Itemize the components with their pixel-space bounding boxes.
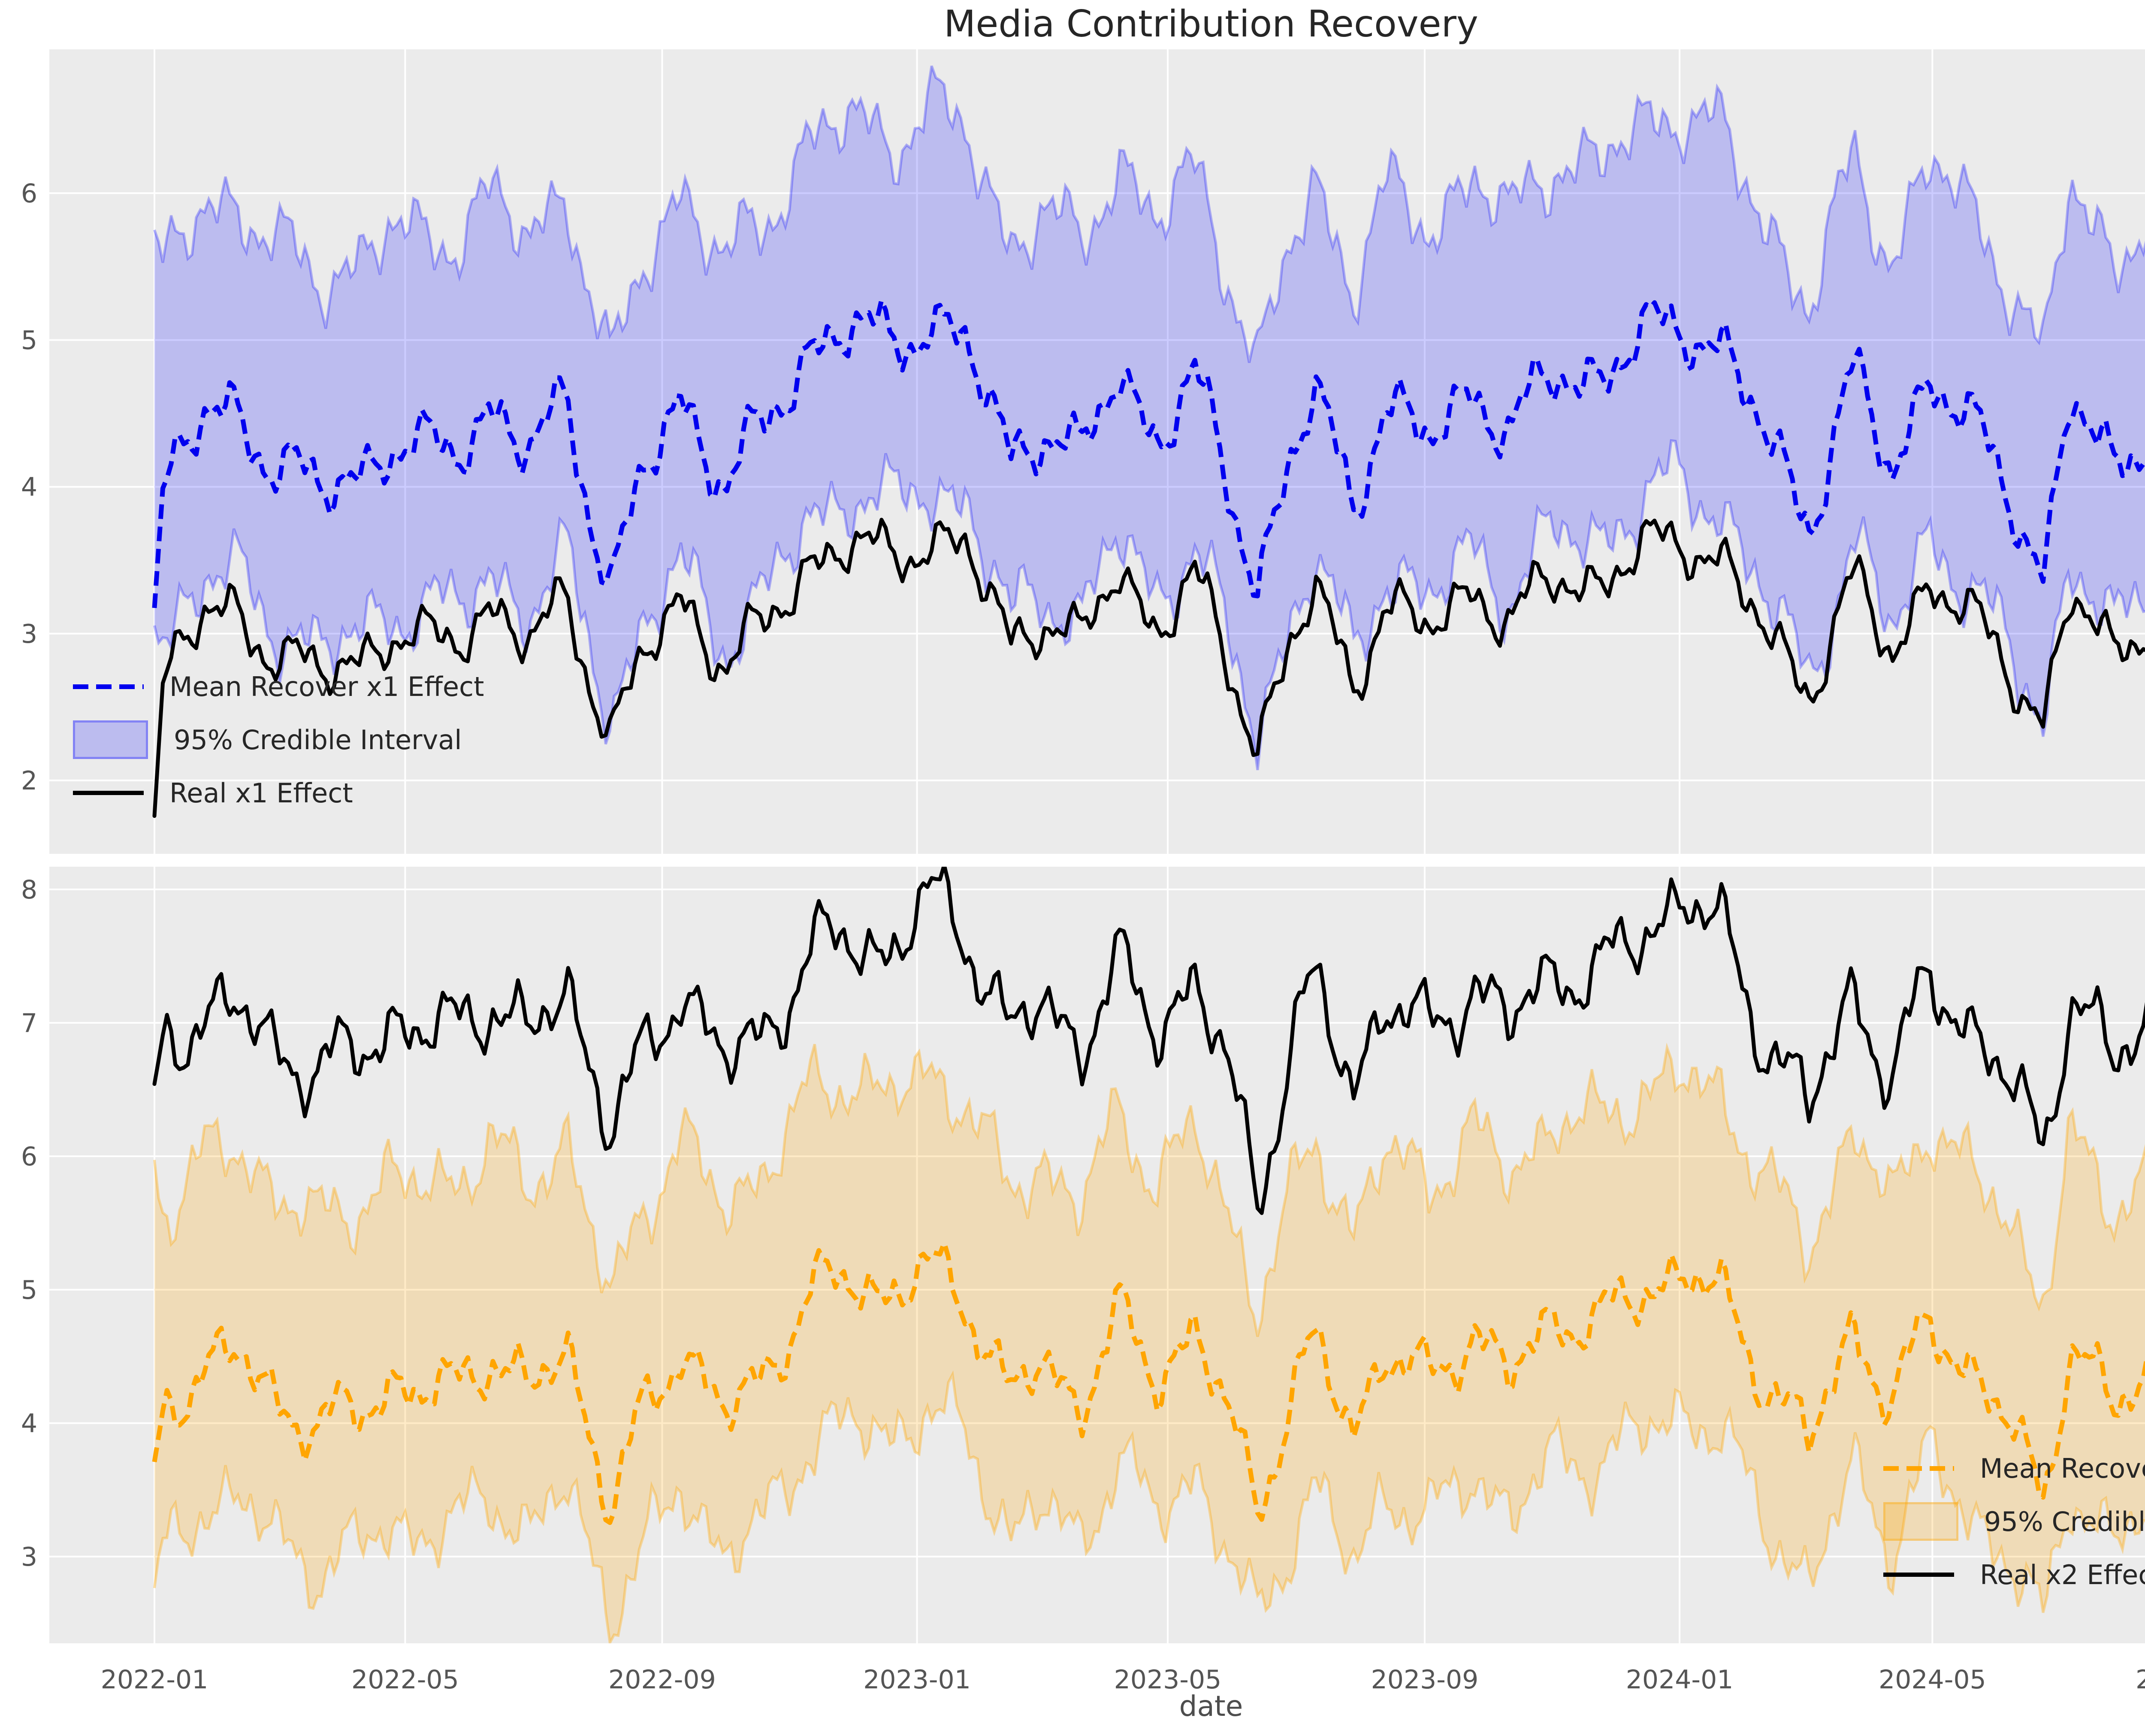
y-tick-label: 2 [21, 766, 37, 796]
real-effect-line [152, 517, 2145, 818]
dashed-line-swatch-icon [1883, 1466, 1954, 1471]
x-tick-label: 2023-09 [1371, 1665, 1479, 1695]
x-axis-label: date [1179, 1690, 1243, 1723]
axes-background [49, 867, 2145, 1643]
legend-item-band-x1: 95% Credible Interval [73, 720, 484, 759]
x-tick-label: 2024-09 [2136, 1665, 2145, 1695]
legend-x1: Mean Recover x1 Effect 95% Credible Inte… [73, 668, 484, 811]
plot-area [152, 867, 2145, 1643]
y-tick-label: 6 [21, 178, 37, 209]
band-lower-edge [153, 439, 2145, 771]
y-tick-label: 4 [21, 472, 37, 502]
x-tick-label: 2023-01 [863, 1665, 971, 1695]
legend-item-mean-x1: Mean Recover x1 Effect [73, 668, 484, 705]
legend-label: Mean Recover x2 Effect [1980, 1452, 2145, 1484]
legend-label: Mean Recover x1 Effect [169, 671, 484, 702]
band-upper-edge [153, 1042, 2145, 1337]
band-swatch-icon [73, 720, 148, 759]
y-tick-label: 5 [21, 325, 37, 355]
subplot-x1: 2 3 4 5 6 [21, 49, 2145, 854]
x-tick-label: 2024-05 [1879, 1665, 1986, 1695]
legend-label: Real x1 Effect [169, 777, 353, 809]
y-tick-label: 3 [21, 1542, 37, 1572]
x-tick-label: 2023-05 [1114, 1665, 1222, 1695]
y-tick-label: 5 [21, 1275, 37, 1305]
chart-title: Media Contribution Recovery [944, 3, 1478, 45]
legend-label: 95% Credible Interval [174, 724, 462, 756]
subplot-x2: 3 4 5 6 7 8 [21, 867, 2145, 1643]
legend-item-real-x2: Real x2 Effect [1883, 1557, 2145, 1593]
dashed-line-swatch-icon [73, 684, 144, 689]
x-tick-label: 2022-05 [351, 1665, 459, 1695]
legend-x2: Mean Recover x2 Effect 95% Credible Inte… [1883, 1450, 2145, 1593]
mean-recover-line [152, 298, 2145, 608]
y-tick-label: 4 [21, 1409, 37, 1439]
axes-background [49, 49, 2145, 854]
y-tick-label: 3 [21, 619, 37, 649]
x-tick-label: 2022-01 [101, 1665, 208, 1695]
legend-item-mean-x2: Mean Recover x2 Effect [1883, 1450, 2145, 1486]
legend-item-real-x1: Real x1 Effect [73, 775, 484, 811]
credible-interval-band [154, 66, 2145, 770]
credible-interval-band [154, 1044, 2145, 1643]
legend-item-band-x2: 95% Credible Interval [1883, 1502, 2145, 1541]
mean-recover-line [152, 1240, 2145, 1525]
band-upper-edge [153, 65, 2145, 363]
y-tick-label: 7 [21, 1008, 37, 1038]
y-tick-label: 8 [21, 875, 37, 905]
solid-line-swatch-icon [1883, 1573, 1954, 1577]
legend-label: 95% Credible Interval [1984, 1506, 2145, 1537]
band-swatch-icon [1883, 1502, 1958, 1541]
x-tick-label: 2024-01 [1626, 1665, 1734, 1695]
y-tick-label: 6 [21, 1142, 37, 1172]
legend-label: Real x2 Effect [1980, 1559, 2145, 1591]
band-lower-edge [153, 1370, 2145, 1643]
plot-area [152, 65, 2145, 818]
solid-line-swatch-icon [73, 791, 144, 795]
x-tick-label: 2022-09 [608, 1665, 716, 1695]
real-effect-line [152, 867, 2145, 1215]
